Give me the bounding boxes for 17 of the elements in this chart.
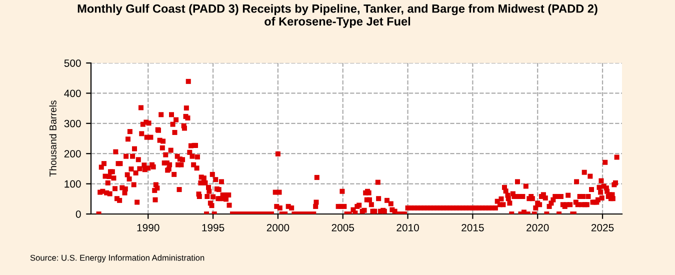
y-tick-label: 400 (64, 90, 81, 98)
y-axis-title: Thousand Barrels (49, 100, 56, 177)
y-tick-label: 200 (64, 150, 81, 158)
y-tick-label: 300 (64, 120, 81, 128)
x-tick-label: 2005 (332, 224, 354, 232)
x-tick-label: 1990 (137, 224, 160, 232)
y-tick-label: 100 (64, 180, 81, 188)
source-note: Source: U.S. Energy Information Administration (30, 254, 204, 262)
y-tick-label: 500 (64, 60, 81, 67)
x-tick-label: 2015 (462, 224, 484, 232)
chart-title: Monthly Gulf Coast (PADD 3) Receipts by Pipeline, Tanker, and Barge from Midwest (PADD 2) of Kerosene-Type Jet Fuel (78, 4, 598, 28)
x-tick-label: 1995 (202, 224, 224, 232)
x-tick-label: 2010 (396, 224, 419, 232)
x-tick-label: 2025 (591, 224, 614, 232)
x-tick-label: 2020 (526, 224, 549, 232)
x-tick-label: 2000 (266, 224, 290, 232)
y-tick-label: 0 (76, 210, 81, 218)
